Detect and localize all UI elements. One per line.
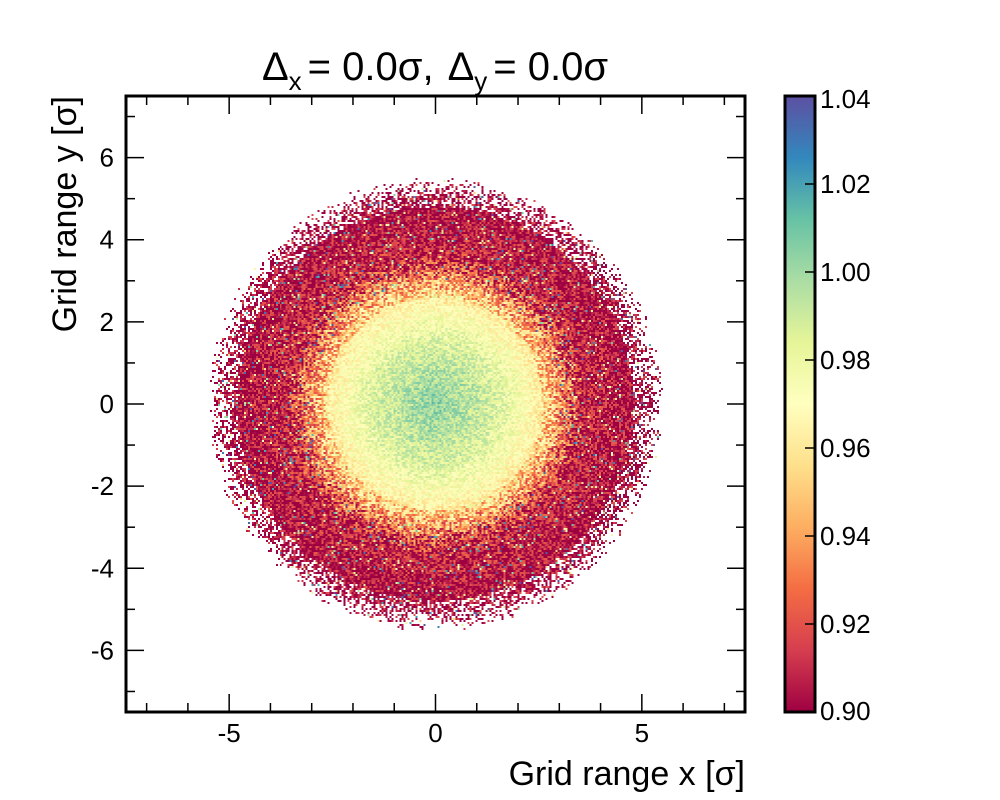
x-axis-label: Grid range x [σ] bbox=[509, 755, 745, 793]
x-tick-label: 5 bbox=[635, 718, 649, 748]
colorbar-tick-label: 1.00 bbox=[820, 257, 871, 287]
y-axis-label: Grid range y [σ] bbox=[46, 96, 84, 332]
colorbar-tick-label: 0.98 bbox=[820, 345, 871, 375]
y-tick-label: 2 bbox=[100, 307, 114, 337]
title-dy-value: = 0.0σ bbox=[493, 45, 608, 89]
y-tick-label: 4 bbox=[100, 225, 114, 255]
colorbar-tick-label: 0.90 bbox=[820, 696, 871, 726]
y-tick-label: -6 bbox=[91, 635, 114, 665]
title-dx-value: = 0.0σ, bbox=[308, 45, 434, 89]
x-tick-label: 0 bbox=[428, 718, 442, 748]
title-dx-symbol: Δ bbox=[262, 45, 289, 89]
y-tick-label: 6 bbox=[100, 143, 114, 173]
y-tick-label: -4 bbox=[91, 553, 114, 583]
title-dy-symbol: Δ bbox=[448, 45, 475, 89]
x-tick-label: -5 bbox=[218, 718, 241, 748]
heatmap-plot-area bbox=[126, 96, 745, 712]
colorbar-tick-label: 1.04 bbox=[820, 84, 871, 114]
y-tick-label: -2 bbox=[91, 471, 114, 501]
colorbar-tick-label: 0.96 bbox=[820, 433, 871, 463]
colorbar bbox=[785, 96, 815, 712]
y-tick-label: 0 bbox=[100, 389, 114, 419]
title-dy-subscript: y bbox=[474, 66, 487, 96]
colorbar-tick-label: 0.94 bbox=[820, 521, 871, 551]
colorbar-ticks: 1.04 1.02 1.00 0.98 0.96 0.94 0.92 0.90 bbox=[805, 84, 871, 726]
colorbar-tick-label: 1.02 bbox=[820, 169, 871, 199]
colorbar-tick-label: 0.92 bbox=[820, 609, 871, 639]
chart-title: Δx = 0.0σ, Δy = 0.0σ bbox=[262, 45, 608, 96]
colorbar-frame bbox=[783, 94, 817, 714]
title-dx-subscript: x bbox=[289, 66, 302, 96]
